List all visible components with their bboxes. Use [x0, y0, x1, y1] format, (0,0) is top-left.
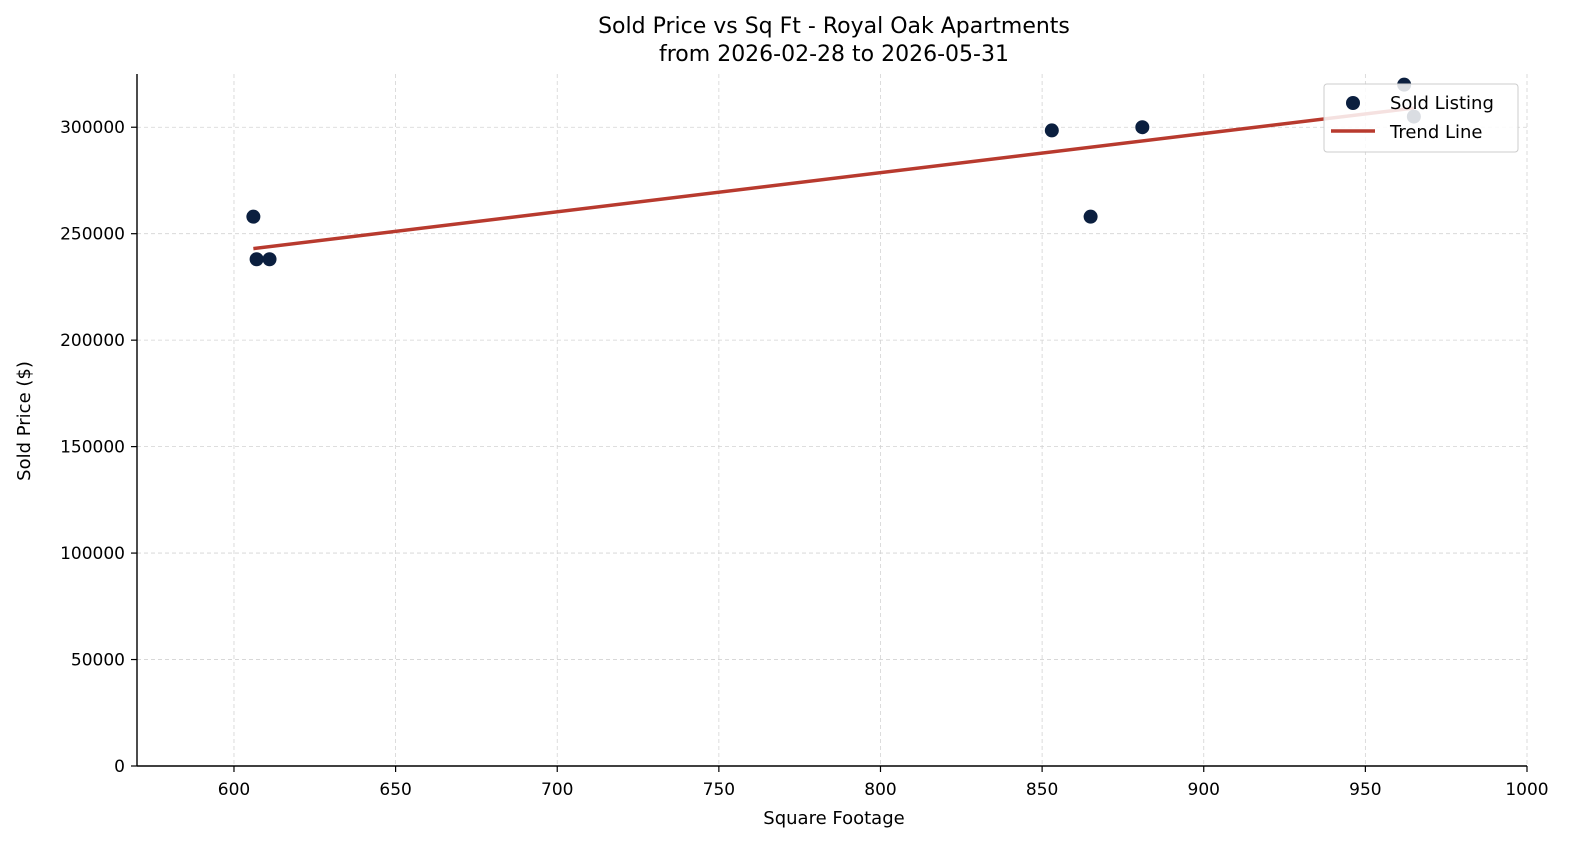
y-tick-label: 150000 [60, 438, 125, 458]
trend-line [253, 106, 1415, 251]
x-tick-label: 650 [379, 780, 411, 800]
x-tick-label: 800 [864, 780, 896, 800]
data-point [249, 252, 264, 267]
y-tick-label: 0 [114, 757, 125, 777]
x-tick-label: 900 [1188, 780, 1220, 800]
legend-label-sold-listing: Sold Listing [1390, 93, 1494, 114]
x-tick-label: 750 [703, 780, 735, 800]
y-axis-label: Sold Price ($) [14, 361, 35, 481]
y-tick-label: 50000 [71, 651, 125, 671]
data-point [1044, 123, 1059, 138]
x-tick-label: 1000 [1505, 780, 1548, 800]
y-tick-label: 300000 [60, 118, 125, 138]
data-points [246, 77, 1421, 267]
legend-label-trend-line: Trend Line [1389, 122, 1483, 143]
data-point [1135, 120, 1150, 135]
x-tick-label: 600 [218, 780, 250, 800]
legend-marker-sold-listing [1346, 96, 1360, 110]
chart-title-line-2: from 2026-02-28 to 2026-05-31 [659, 42, 1009, 67]
x-axis-label: Square Footage [763, 808, 904, 829]
legend: Sold Listing Trend Line [1323, 83, 1519, 153]
data-point [1083, 209, 1098, 224]
axes: 600 650 700 750 800 850 900 950 1000 0 50000 100000… [60, 74, 1549, 800]
x-tick-label: 850 [1026, 780, 1058, 800]
y-tick-label: 100000 [60, 544, 125, 564]
y-tick-label: 250000 [60, 225, 125, 245]
y-tick-label: 200000 [60, 331, 125, 351]
legend-box [1323, 83, 1519, 153]
data-point [262, 252, 277, 267]
x-tick-label: 950 [1349, 780, 1381, 800]
trend-line-layer [253, 106, 1415, 251]
x-tick-label: 700 [541, 780, 573, 800]
data-point [246, 209, 261, 224]
chart-title-line-1: Sold Price vs Sq Ft - Royal Oak Apartmen… [598, 14, 1070, 39]
